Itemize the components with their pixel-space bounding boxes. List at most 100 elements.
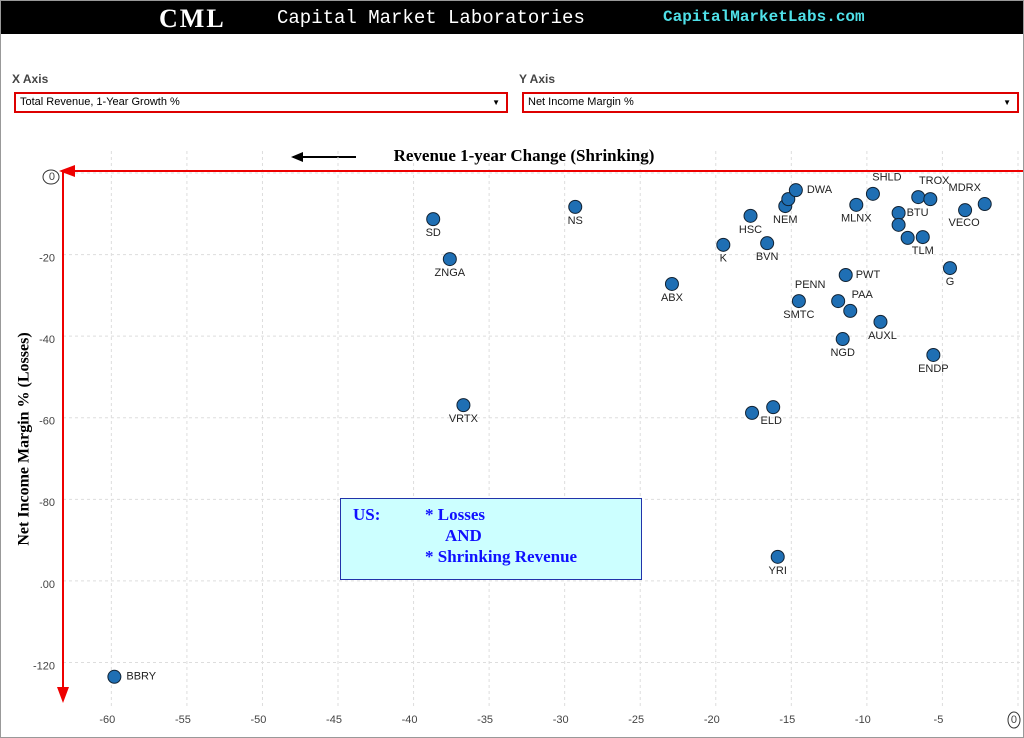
data-point [873,314,888,329]
point-label: ABX [661,292,684,304]
y-axis-select[interactable]: Net Income Margin % ▼ [522,92,1019,113]
zero-marker [1007,711,1021,729]
caret: ▼ [492,98,500,107]
point-label: K [720,253,728,265]
point-label: SD [426,227,441,239]
data-point [107,669,122,684]
arrow-head [291,152,303,162]
x-tick-label: -30 [553,714,569,726]
data-point [891,206,906,220]
data-point [900,230,915,245]
x-tick-label: -40 [402,714,418,726]
x-tick-label: -20 [704,714,720,726]
data-point [835,332,850,347]
data-point [766,400,781,415]
y-tick-label: -20 [39,253,55,265]
data-point [926,347,941,362]
data-point [568,199,583,214]
data-point [915,230,930,245]
select-value: Net Income Margin % [528,96,634,108]
data-point [958,203,973,218]
point-label: DWA [807,184,833,196]
y-tick-label: -80 [39,497,55,509]
point-label: SMTC [783,309,814,321]
select-value: Total Revenue, 1-Year Growth % [20,96,180,108]
point-label: PAA [852,289,874,301]
annotation-line: * Shrinking Revenue [425,547,578,566]
annotation-line: AND [445,526,482,545]
x-axis-select[interactable]: Total Revenue, 1-Year Growth % ▼ [14,92,508,113]
x-tick-label: -50 [251,714,267,726]
data-point [716,237,731,252]
point-label: ENDP [918,363,949,375]
annotation-line: * Losses [425,505,485,524]
data-point [664,276,679,291]
point-label: NS [568,215,583,227]
data-point [865,186,880,201]
point-label: AUXL [868,330,897,342]
point-label: ZNGA [435,267,466,279]
point-label: MDRX [949,182,982,194]
data-point [770,549,785,564]
x-tick-label: -35 [477,714,493,726]
point-label: BTU [907,207,929,219]
y-tick-label: -40 [39,334,55,346]
data-point [788,183,803,198]
data-point [977,197,992,212]
x-tick-label: -60 [99,714,115,726]
x-tick-label: -45 [326,714,342,726]
point-label: G [946,276,955,288]
point-label: BVN [756,251,779,263]
y-tick-label: 0 [49,171,55,183]
zero-marker [42,169,60,185]
annotation-line: US: [353,505,381,524]
data-point [891,217,906,232]
y-axis-title: Net Income Margin % (Losses) [16,332,33,545]
x-tick-label: -5 [934,714,944,726]
point-label: NEM [773,214,797,226]
point-label: BBRY [126,671,156,683]
data-point [743,208,758,223]
data-point [923,192,938,207]
x-tick-label: -15 [779,714,795,726]
point-label: SHLD [872,172,901,184]
y-tick-label: -60 [39,416,55,428]
data-point [791,294,806,309]
point-label: VECO [948,217,980,229]
x-tick-label: -10 [855,714,871,726]
x-axis-label: X Axis [12,72,49,86]
data-point [442,252,457,267]
point-label: PWT [856,269,881,281]
data-point [781,192,796,207]
site-url[interactable]: CapitalMarketLabs.com [663,8,865,26]
data-point [745,405,760,420]
data-point [456,398,471,413]
axis-arrow [57,687,69,703]
point-label: YRI [769,565,787,577]
caret: ▼ [1003,98,1011,107]
point-label: PENN [795,279,826,291]
point-label: NGD [830,347,855,359]
data-point [849,197,864,212]
data-point [760,236,775,251]
x-tick-label: -55 [175,714,191,726]
data-point [426,212,441,227]
x-annotation: Revenue 1-year Change (Shrinking) [394,146,655,165]
point-label: MLNX [841,213,872,225]
axis-arrow [59,165,75,177]
data-point [831,294,846,309]
x-tick-label: 0 [1011,714,1017,726]
point-label: TLM [912,245,934,257]
data-point [911,190,926,205]
point-label: HSC [739,224,762,236]
y-tick-label: .00 [40,579,55,591]
x-tick-label: -25 [628,714,644,726]
point-label: VRTX [449,413,479,425]
header: CML Capital Market Laboratories CapitalM… [1,1,1023,34]
data-point [942,261,957,276]
annotation-box: US: * Losses AND * Shrinking Revenue [340,498,642,580]
y-axis-label: Y Axis [519,72,556,86]
site-name: Capital Market Laboratories [277,7,585,29]
data-point [843,303,858,318]
